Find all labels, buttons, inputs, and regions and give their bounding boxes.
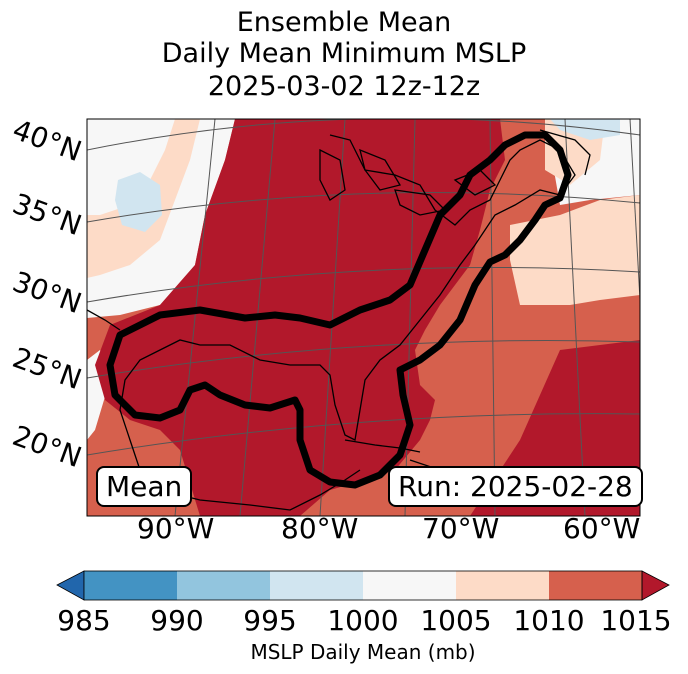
- lon-label-60w: 60°W: [563, 512, 641, 545]
- colorbar-tick-1005: 1005: [420, 604, 492, 637]
- colorbar-bin-1000: [363, 571, 456, 600]
- colorbar-underflow: [56, 570, 85, 601]
- chart-title-line2: Daily Mean Minimum MSLP: [161, 38, 527, 69]
- run-label-box: Run: 2025-02-28: [388, 466, 643, 507]
- chart-title-line1: Ensemble Mean: [236, 7, 452, 38]
- lon-label-90w: 90°W: [137, 512, 215, 545]
- colorbar-bin-995: [270, 571, 363, 600]
- colorbar-overflow: [641, 570, 670, 601]
- field-1005-east: [510, 195, 640, 305]
- field-995-west: [115, 172, 162, 232]
- colorbar-tick-985: 985: [57, 604, 111, 637]
- mean-label-box: Mean: [96, 466, 193, 507]
- colorbar-tick-995: 995: [243, 604, 297, 637]
- lon-label-70w: 70°W: [422, 512, 500, 545]
- field-995-ne: [550, 119, 620, 140]
- colorbar-tick-1000: 1000: [327, 604, 399, 637]
- field-1000-west-inner: [87, 119, 175, 215]
- colorbar-bin-1005: [456, 571, 549, 600]
- colorbar-frame: [83, 570, 643, 601]
- colorbar-tick-1010: 1010: [513, 604, 585, 637]
- contour-1015-outline: [106, 131, 572, 489]
- map-frame: [86, 118, 641, 517]
- chart-title-line3: 2025-03-02 12z-12z: [207, 71, 481, 102]
- colorbar-bin-985: [84, 571, 177, 600]
- colorbar-bin-1010: [549, 571, 642, 600]
- colorbar-label: MSLP Daily Mean (mb): [250, 640, 476, 664]
- colorbar-tick-1015: 1015: [600, 604, 672, 637]
- colorbar-tick-990: 990: [150, 604, 204, 637]
- colorbar-bin-990: [177, 571, 270, 600]
- lon-label-80w: 80°W: [281, 512, 359, 545]
- graticule: [87, 119, 640, 516]
